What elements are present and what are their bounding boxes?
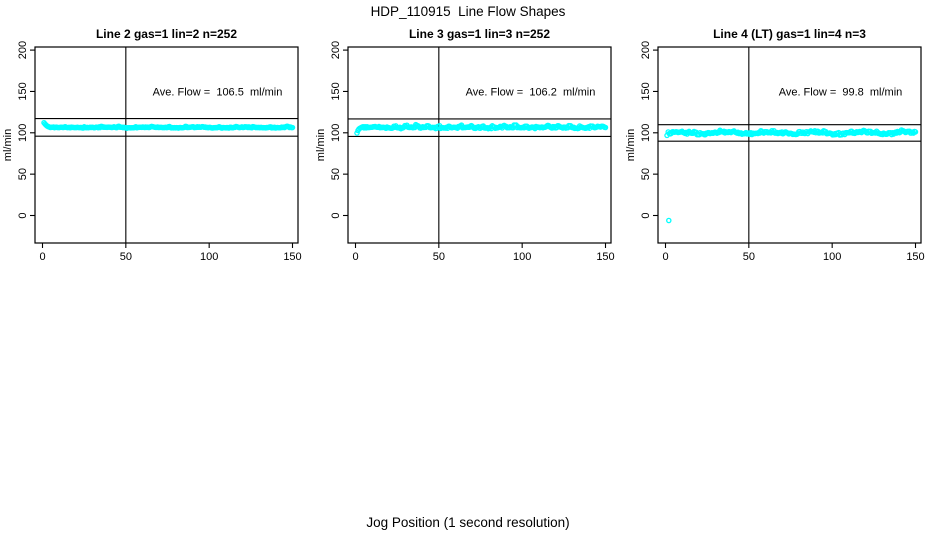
data-points: [354, 121, 609, 136]
plot-frame: [34, 46, 299, 244]
data-points: [41, 119, 296, 131]
y-tick-label: 150: [640, 82, 652, 100]
y-tick-label: 150: [17, 82, 29, 100]
y-tick-label: 150: [330, 82, 342, 100]
y-tick-label: 50: [330, 168, 342, 180]
flow-point: [289, 124, 296, 131]
plot-panel: 0 50 100 150 200 0 50 100 150 Line 4 (LT) gas=1 l…: [625, 27, 925, 263]
x-tick-label: 50: [433, 251, 445, 263]
y-axis-label: ml/min: [2, 129, 14, 161]
data-points: [664, 127, 919, 224]
y-tick-label: 200: [330, 41, 342, 59]
x-tick-label: 0: [662, 251, 668, 263]
y-axis-label: ml/min: [625, 129, 637, 161]
plot-panel: 0 50 100 150 200 0 50 100 150 Line 2 gas=1 lin=2 …: [2, 27, 302, 263]
flow-point: [354, 130, 360, 136]
y-tick-label: 200: [640, 41, 652, 59]
x-tick-label: 0: [352, 251, 358, 263]
x-tick-label: 100: [513, 251, 531, 263]
y-tick-label: 0: [330, 212, 342, 218]
x-axis-ticks: 0 50 100 150: [352, 243, 615, 263]
x-tick-label: 0: [39, 251, 45, 263]
y-tick-label: 200: [17, 41, 29, 59]
ave-flow-annotation: Ave. Flow = 106.2 ml/min: [466, 86, 596, 98]
x-tick-label: 50: [120, 251, 132, 263]
x-tick-label: 150: [906, 251, 924, 263]
x-tick-label: 100: [823, 251, 841, 263]
flow-point: [602, 124, 609, 131]
plot-frame: [657, 46, 922, 244]
panel-title: Line 2 gas=1 lin=2 n=252: [96, 27, 237, 41]
x-axis-ticks: 0 50 100 150: [39, 243, 302, 263]
flow-point: [912, 129, 919, 135]
ave-flow-annotation: Ave. Flow = 99.8 ml/min: [779, 86, 903, 98]
x-axis-caption: Jog Position (1 second resolution): [366, 515, 569, 530]
ave-flow-annotation: Ave. Flow = 106.5 ml/min: [153, 86, 283, 98]
plot-panel: 0 50 100 150 200 0 50 100 150 Line 3 gas=1 lin=3 …: [315, 27, 615, 263]
x-axis-ticks: 0 50 100 150: [662, 243, 925, 263]
x-tick-label: 150: [283, 251, 301, 263]
y-axis-label: ml/min: [315, 129, 327, 161]
panel-title: Line 3 gas=1 lin=3 n=252: [409, 27, 550, 41]
y-tick-label: 50: [640, 168, 652, 180]
y-tick-label: 0: [17, 212, 29, 218]
plot-panels: 0 50 100 150 200 0 50 100 150 Line 2 gas=1 lin=2 …: [2, 27, 925, 263]
y-tick-label: 100: [640, 124, 652, 142]
x-tick-label: 100: [200, 251, 218, 263]
y-tick-label: 100: [330, 124, 342, 142]
y-axis-ticks: 0 50 100 150 200: [330, 41, 348, 219]
y-axis-ticks: 0 50 100 150 200: [17, 41, 35, 219]
flow-point: [666, 217, 672, 224]
panel-title: Line 4 (LT) gas=1 lin=4 n=3: [713, 27, 866, 41]
y-tick-label: 50: [17, 168, 29, 180]
y-axis-ticks: 0 50 100 150 200: [640, 41, 658, 219]
figure-title: HDP_110915 Line Flow Shapes: [371, 4, 566, 19]
x-tick-label: 50: [743, 251, 755, 263]
y-tick-label: 100: [17, 124, 29, 142]
y-tick-label: 0: [640, 212, 652, 218]
x-tick-label: 150: [596, 251, 614, 263]
plot-frame: [347, 46, 612, 244]
